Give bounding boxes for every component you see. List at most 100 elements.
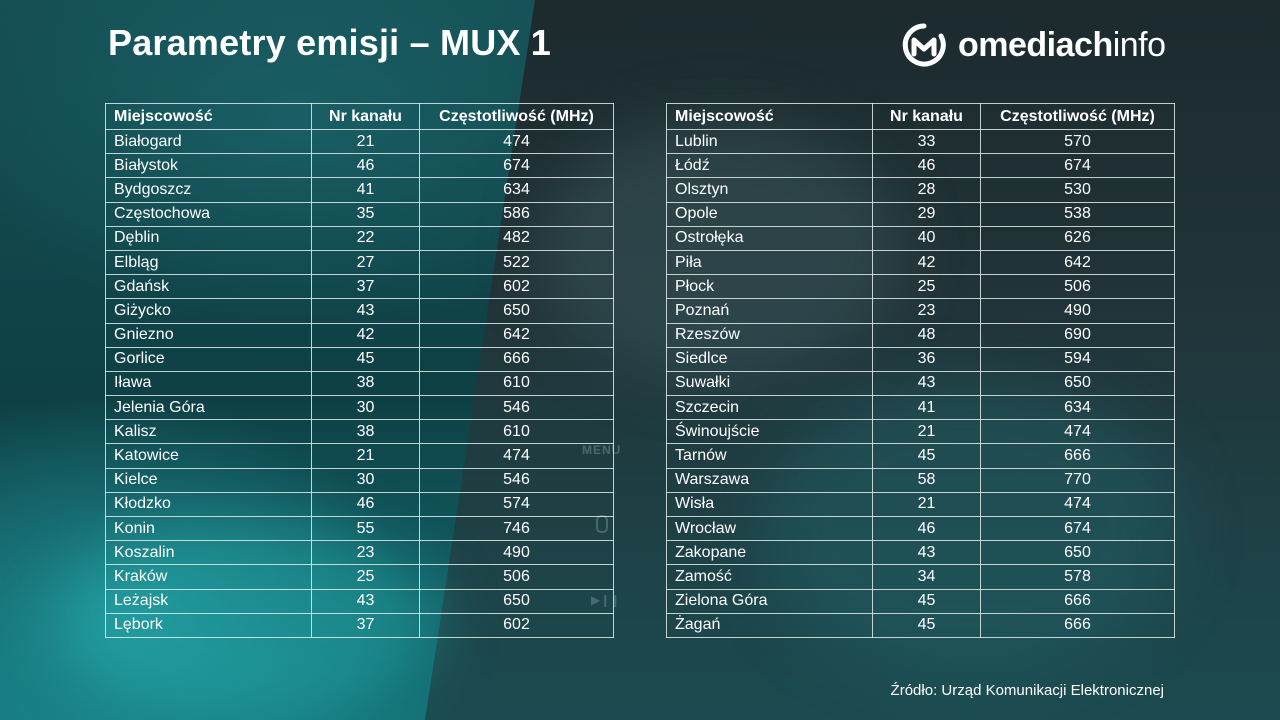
- table-row: Ostrołęka 40 626: [666, 225, 1175, 251]
- table-header-row: Miejscowość Nr kanału Częstotliwość (MHz…: [666, 103, 1175, 130]
- cell-channel: 36: [872, 346, 981, 372]
- cell-channel: 37: [311, 612, 420, 638]
- cell-channel: 29: [872, 201, 981, 227]
- cell-frequency: 522: [419, 249, 614, 276]
- table-row: Koszalin 23 490: [105, 540, 614, 566]
- table-row: Leżajsk 43 650: [105, 588, 614, 614]
- cell-channel: 46: [872, 153, 981, 179]
- cell-channel: 23: [311, 540, 420, 566]
- cell-channel: 23: [872, 298, 981, 324]
- cell-frequency: 586: [419, 201, 614, 227]
- logo-wordmark: omediachinfo: [958, 26, 1166, 65]
- cell-city: Iława: [105, 370, 312, 397]
- cell-city: Konin: [105, 515, 312, 542]
- cell-channel: 45: [872, 443, 981, 469]
- table-row: Gniezno 42 642: [105, 322, 614, 348]
- cell-city: Świnoujście: [666, 419, 873, 445]
- cell-frequency: 546: [419, 467, 614, 493]
- cell-channel: 22: [311, 225, 420, 251]
- cell-frequency: 610: [419, 370, 614, 397]
- table-row: Żagań 45 666: [666, 612, 1175, 638]
- cell-city: Gniezno: [105, 322, 312, 348]
- cell-city: Olsztyn: [666, 177, 873, 203]
- table-row: Płock 25 506: [666, 274, 1175, 300]
- cell-frequency: 674: [980, 515, 1175, 542]
- header-city: Miejscowość: [666, 103, 873, 130]
- cell-frequency: 474: [419, 128, 614, 155]
- table-row: Elbląg 27 522: [105, 249, 614, 276]
- cell-frequency: 594: [980, 346, 1175, 372]
- table-row: Zielona Góra 45 666: [666, 588, 1175, 614]
- table-row: Opole 29 538: [666, 201, 1175, 227]
- table-row: Konin 55 746: [105, 515, 614, 542]
- table-row: Giżycko 43 650: [105, 298, 614, 324]
- cell-channel: 28: [872, 177, 981, 203]
- cell-frequency: 506: [980, 274, 1175, 300]
- table-row: Poznań 23 490: [666, 298, 1175, 324]
- cell-city: Gdańsk: [105, 274, 312, 300]
- cell-city: Kalisz: [105, 419, 312, 445]
- table-row: Świnoujście 21 474: [666, 419, 1175, 445]
- cell-channel: 30: [311, 395, 420, 421]
- table-row: Dęblin 22 482: [105, 225, 614, 251]
- table-row: Bydgoszcz 41 634: [105, 177, 614, 203]
- cell-city: Siedlce: [666, 346, 873, 372]
- cell-frequency: 666: [980, 612, 1175, 638]
- cell-city: Tarnów: [666, 443, 873, 469]
- cell-channel: 48: [872, 322, 981, 348]
- cell-channel: 38: [311, 419, 420, 445]
- header-frequency: Częstotliwość (MHz): [419, 103, 614, 130]
- table-row: Kalisz 38 610: [105, 419, 614, 445]
- cell-city: Jelenia Góra: [105, 395, 312, 421]
- cell-channel: 21: [311, 128, 420, 155]
- table-row: Łódź 46 674: [666, 153, 1175, 179]
- table-row: Siedlce 36 594: [666, 346, 1175, 372]
- cell-frequency: 650: [980, 540, 1175, 566]
- cell-frequency: 626: [980, 225, 1175, 251]
- cell-frequency: 610: [419, 419, 614, 445]
- header-city: Miejscowość: [105, 103, 312, 130]
- table-row: Lębork 37 602: [105, 612, 614, 638]
- cell-frequency: 770: [980, 467, 1175, 493]
- table-row: Kraków 25 506: [105, 564, 614, 590]
- cell-channel: 37: [311, 274, 420, 300]
- cell-frequency: 538: [980, 201, 1175, 227]
- table-row: Wisła 21 474: [666, 491, 1175, 518]
- table-row: Białystok 46 674: [105, 153, 614, 179]
- cell-frequency: 574: [419, 491, 614, 518]
- table-row: Jelenia Góra 30 546: [105, 395, 614, 421]
- table-header-row: Miejscowość Nr kanału Częstotliwość (MHz…: [105, 103, 614, 130]
- cell-city: Dęblin: [105, 225, 312, 251]
- cell-frequency: 490: [419, 540, 614, 566]
- table-row: Białogard 21 474: [105, 128, 614, 155]
- cell-city: Kraków: [105, 564, 312, 590]
- cell-channel: 45: [872, 588, 981, 614]
- cell-frequency: 482: [419, 225, 614, 251]
- cell-city: Leżajsk: [105, 588, 312, 614]
- cell-frequency: 642: [419, 322, 614, 348]
- cell-city: Poznań: [666, 298, 873, 324]
- cell-channel: 40: [872, 225, 981, 251]
- cell-city: Giżycko: [105, 298, 312, 324]
- cell-frequency: 634: [419, 177, 614, 203]
- cell-channel: 34: [872, 564, 981, 590]
- cell-frequency: 474: [419, 443, 614, 469]
- cell-city: Wisła: [666, 491, 873, 518]
- cell-city: Łódź: [666, 153, 873, 179]
- cell-channel: 21: [872, 491, 981, 518]
- cell-city: Warszawa: [666, 467, 873, 493]
- table-row: Kielce 30 546: [105, 467, 614, 493]
- cell-channel: 25: [311, 564, 420, 590]
- cell-city: Katowice: [105, 443, 312, 469]
- cell-city: Ostrołęka: [666, 225, 873, 251]
- table-row: Piła 42 642: [666, 249, 1175, 276]
- cell-frequency: 666: [980, 443, 1175, 469]
- logo-brand-text: omediach: [958, 25, 1113, 64]
- table-row: Wrocław 46 674: [666, 515, 1175, 542]
- cell-city: Rzeszów: [666, 322, 873, 348]
- cell-city: Koszalin: [105, 540, 312, 566]
- cell-channel: 33: [872, 128, 981, 155]
- table-row: Olsztyn 28 530: [666, 177, 1175, 203]
- logo-tld-text: info: [1112, 25, 1166, 64]
- omediach-logo-icon: [902, 23, 946, 67]
